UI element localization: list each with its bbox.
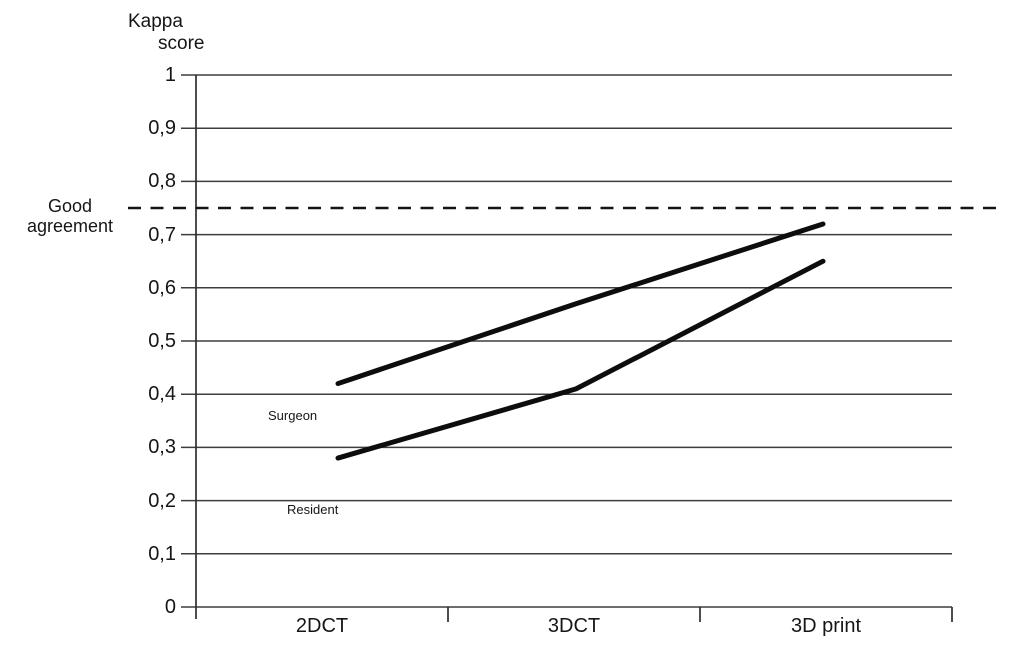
y-tick-label-0,3: 0,3 xyxy=(148,436,176,459)
series-label-resident: Resident xyxy=(287,502,339,517)
x-tick-label-3d-print: 3D print xyxy=(790,615,862,637)
y-axis-title-line1: Kappa xyxy=(128,11,183,32)
series-line-surgeon xyxy=(335,221,826,387)
y-tick-label-0,7: 0,7 xyxy=(148,223,176,246)
y-tick-label-0,6: 0,6 xyxy=(148,276,176,299)
y-tick-label-1: 1 xyxy=(164,64,176,86)
y-tick-label-0: 0 xyxy=(164,596,176,618)
y-tick-label-0,1: 0,1 xyxy=(148,542,176,565)
series-label-surgeon: Surgeon xyxy=(268,408,318,423)
x-tick-label-3dct: 3DCT xyxy=(547,615,601,637)
y-axis-title: Kappa score xyxy=(128,11,204,55)
y-axis-title-line2: score xyxy=(158,33,205,54)
y-tick-label-0,9: 0,9 xyxy=(148,117,176,140)
reference-line-label-line2: agreement xyxy=(26,216,114,236)
reference-line-label-line1: Good xyxy=(47,196,93,216)
y-tick-label-0,4: 0,4 xyxy=(148,383,176,406)
series-line-resident xyxy=(335,258,826,461)
y-tick-label-0,8: 0,8 xyxy=(148,170,176,193)
x-tick-label-2dct: 2DCT xyxy=(295,615,349,637)
y-tick-label-0,2: 0,2 xyxy=(148,489,176,512)
y-tick-label-0,5: 0,5 xyxy=(148,330,176,352)
reference-line-label: Good agreement xyxy=(8,196,132,236)
